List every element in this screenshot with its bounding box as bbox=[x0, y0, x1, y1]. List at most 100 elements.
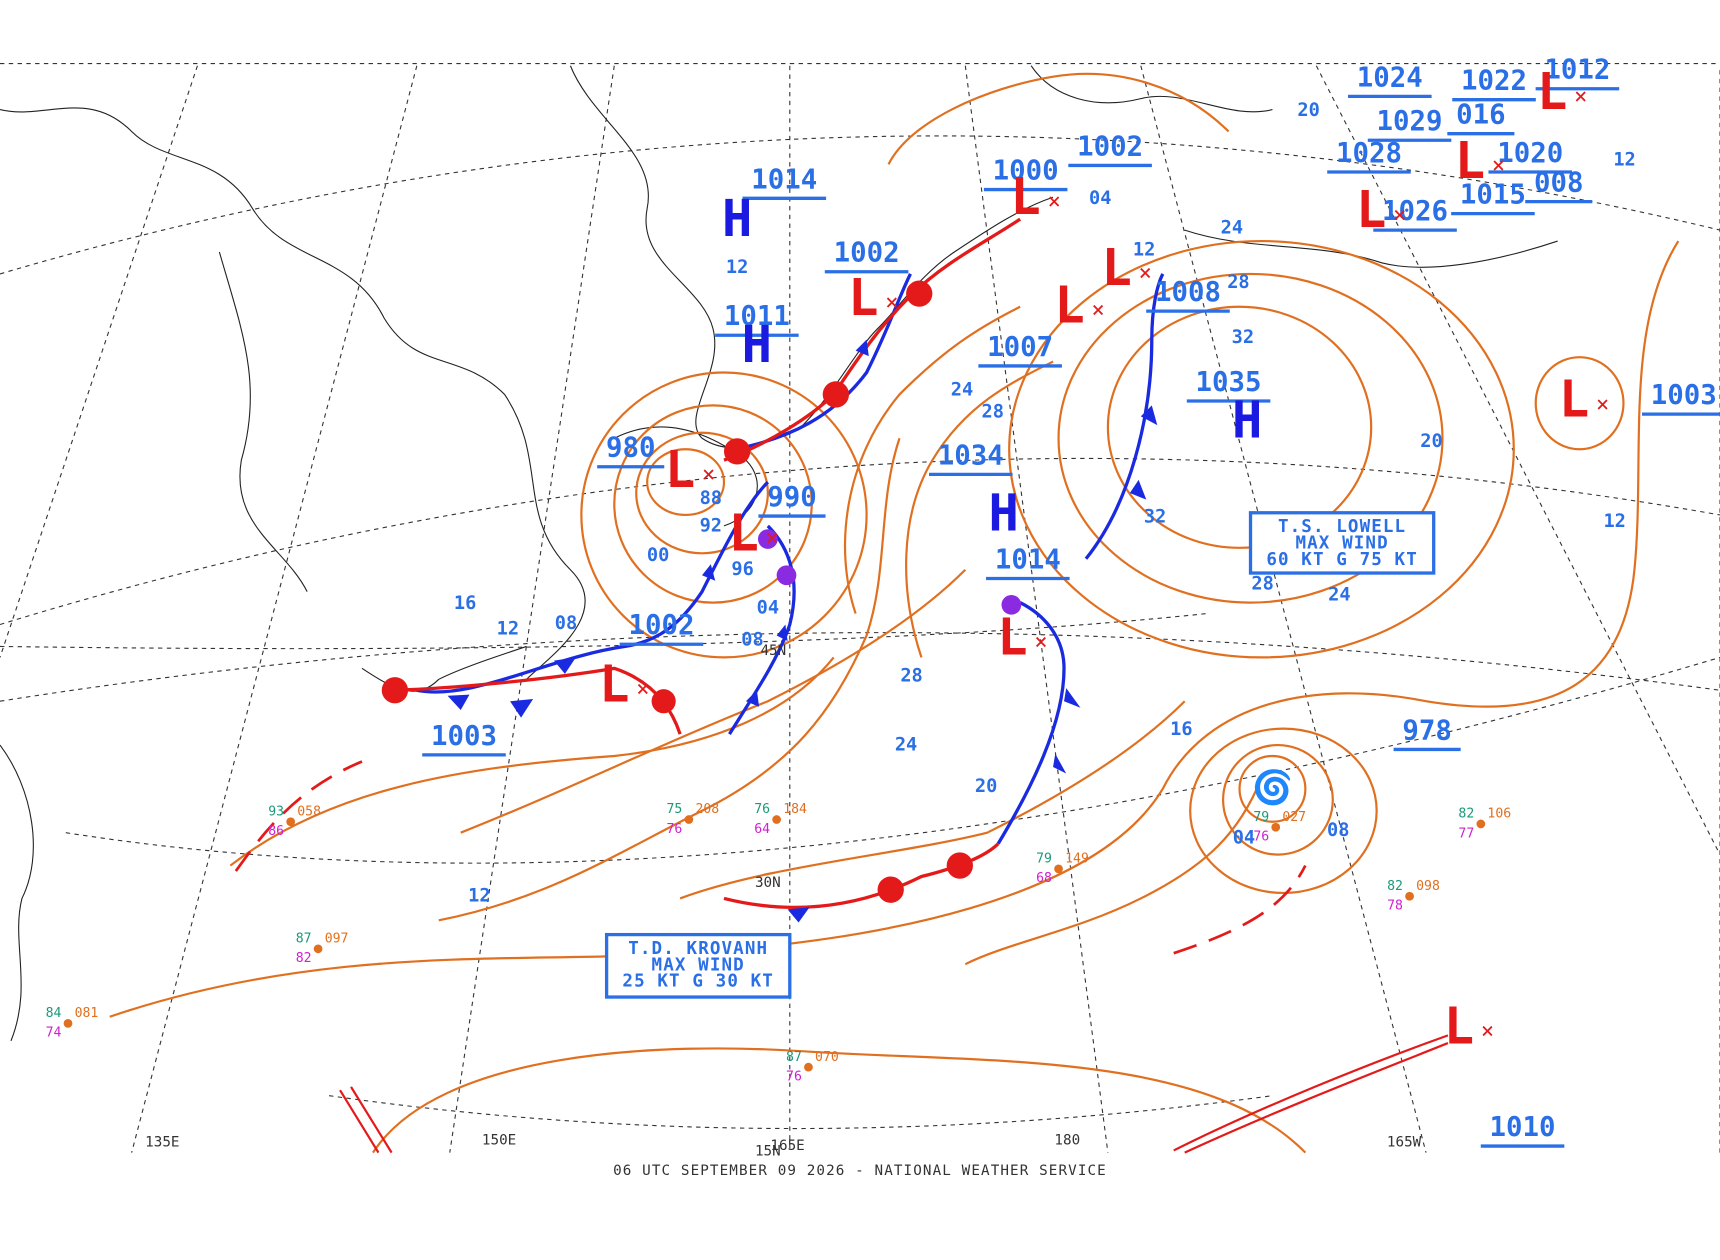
pressure-center: L bbox=[1455, 131, 1485, 190]
station-pressure: 208 bbox=[695, 802, 719, 817]
pressure-label: 1026 bbox=[1382, 196, 1448, 227]
storm-box bbox=[1248, 511, 1436, 575]
longitude-label: 150E bbox=[482, 1133, 516, 1149]
pressure-center: L bbox=[848, 268, 878, 327]
isobar-label: 20 bbox=[975, 776, 997, 797]
pressure-center: H bbox=[722, 189, 752, 248]
pressure-label: 1007 bbox=[987, 332, 1053, 363]
isobar-label: 28 bbox=[982, 401, 1004, 422]
pressure-label: 1000 bbox=[993, 156, 1059, 187]
storm-text: T.S. LOWELL bbox=[1278, 517, 1406, 537]
tropical-symbol: 🌀 bbox=[1252, 767, 1293, 806]
isobar-label: 28 bbox=[1251, 573, 1273, 594]
station-temp: 76 bbox=[754, 802, 770, 817]
pressure-label: 1003 bbox=[1651, 380, 1717, 411]
pressure-label: 1008 bbox=[1155, 277, 1221, 308]
station-dew: 74 bbox=[46, 1026, 62, 1041]
station-pressure: 058 bbox=[297, 804, 321, 819]
isobar-label: 08 bbox=[741, 629, 763, 650]
longitude-label: 135E bbox=[145, 1135, 179, 1151]
station-pressure: 106 bbox=[1487, 807, 1511, 822]
pressure-center: L bbox=[997, 607, 1027, 666]
pressure-label: 016 bbox=[1456, 100, 1506, 131]
labels: 1014 1011 1002 1000 1002 1007 1008 1035 1034 1014… bbox=[46, 55, 1720, 1160]
center-mark: × bbox=[1574, 85, 1587, 110]
pressure-label: 1028 bbox=[1336, 138, 1402, 169]
station-pressure: 149 bbox=[1065, 851, 1089, 866]
storm-text: 60 KT G 75 KT bbox=[1266, 550, 1418, 570]
center-mark: × bbox=[636, 677, 649, 702]
station-temp: 84 bbox=[46, 1006, 62, 1021]
station-dot bbox=[1405, 891, 1414, 901]
isobar-label: 12 bbox=[1613, 149, 1635, 170]
pressure-label: 008 bbox=[1534, 168, 1584, 199]
pressure-center: L bbox=[1101, 238, 1131, 297]
isobar-label: 12 bbox=[1603, 511, 1625, 532]
isobar-label: 12 bbox=[726, 257, 748, 278]
station-dot bbox=[1054, 864, 1063, 874]
pressure-center: L bbox=[729, 503, 759, 562]
pressure-label: 1034 bbox=[938, 440, 1004, 471]
isobar-label: 04 bbox=[1089, 188, 1111, 209]
isobar-label: 32 bbox=[1232, 327, 1254, 348]
isobar-label: 20 bbox=[1420, 431, 1442, 452]
pressure-center: H bbox=[742, 315, 772, 374]
pressure-center: H bbox=[1232, 391, 1262, 450]
center-mark: × bbox=[1139, 261, 1152, 286]
station-dew: 68 bbox=[1036, 871, 1052, 886]
storm-text: T.D. KROVANH bbox=[628, 939, 768, 959]
pressure-center: L bbox=[1010, 167, 1040, 226]
pressure-center: L bbox=[1444, 996, 1474, 1055]
station-dew: 78 bbox=[1387, 899, 1403, 914]
latitude-label: 30N bbox=[755, 875, 781, 891]
isobar-label: 08 bbox=[1327, 820, 1349, 841]
longitude-label: 180 bbox=[1054, 1133, 1080, 1149]
isobar-label: 24 bbox=[1328, 584, 1350, 605]
isobar-label: 92 bbox=[700, 515, 722, 536]
station-dot bbox=[804, 1062, 813, 1072]
center-mark: × bbox=[1393, 203, 1406, 228]
center-mark: × bbox=[1596, 392, 1609, 417]
station-dot bbox=[772, 815, 782, 824]
pressure-center: L bbox=[1356, 180, 1386, 239]
pressure-label: 1020 bbox=[1497, 138, 1563, 169]
storm-box bbox=[604, 932, 792, 999]
isobar-label: 24 bbox=[1221, 217, 1243, 238]
isobar-label: 28 bbox=[1227, 272, 1249, 293]
pressure-label: 1002 bbox=[834, 238, 900, 269]
pressure-center: L bbox=[599, 655, 629, 714]
station-temp: 87 bbox=[786, 1050, 802, 1065]
center-mark: × bbox=[1492, 154, 1505, 179]
isobar-label: 24 bbox=[951, 380, 973, 401]
isobar-label: 24 bbox=[895, 735, 917, 756]
station-dot bbox=[63, 1018, 73, 1028]
pressure-center: L bbox=[1559, 370, 1589, 429]
pressure-label: 1011 bbox=[724, 301, 790, 332]
pressure-label: 980 bbox=[606, 433, 656, 464]
latitude-label: 15N bbox=[755, 1144, 781, 1160]
isobar-label: 00 bbox=[647, 545, 669, 566]
storm-text: MAX WIND bbox=[652, 955, 745, 975]
station-temp: 82 bbox=[1387, 879, 1403, 894]
pressure-label: 1029 bbox=[1377, 106, 1443, 137]
isobar-label: 28 bbox=[900, 666, 922, 687]
storm-text: 25 KT G 30 KT bbox=[622, 972, 774, 992]
pressure-center: L bbox=[1054, 275, 1084, 334]
station-dot bbox=[1476, 819, 1486, 829]
pressure-center: H bbox=[989, 484, 1019, 543]
fronts: 🌀 bbox=[234, 217, 1449, 1154]
station-pressure: 081 bbox=[75, 1006, 99, 1021]
pressure-label: 1002 bbox=[628, 610, 694, 641]
pressure-label: 1015 bbox=[1460, 180, 1526, 211]
station-dew: 76 bbox=[786, 1070, 802, 1085]
center-mark: × bbox=[1048, 190, 1061, 215]
storm-text: MAX WIND bbox=[1295, 533, 1388, 553]
isobar-label: 32 bbox=[1144, 507, 1166, 528]
isobar-label: 96 bbox=[731, 559, 753, 580]
station-pressure: 027 bbox=[1282, 810, 1306, 825]
station-temp: 82 bbox=[1458, 807, 1474, 822]
pressure-label: 1014 bbox=[995, 544, 1061, 575]
station-temp: 75 bbox=[666, 802, 682, 817]
footer: 06 UTC SEPTEMBER 09 2026 - NATIONAL WEAT… bbox=[613, 1163, 1107, 1179]
